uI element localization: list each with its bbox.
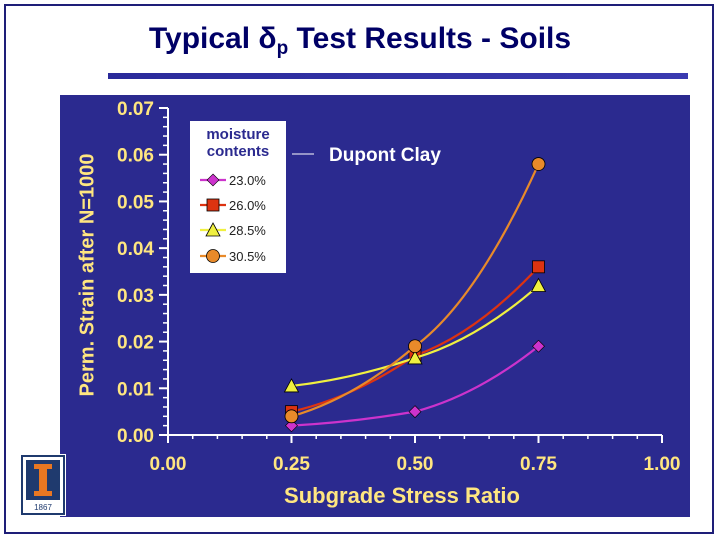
title-suffix: Test Results - Soils <box>288 22 572 55</box>
y-axis-label: Perm. Strain after N=1000 <box>76 153 99 397</box>
series-point-4 <box>531 157 546 171</box>
legend-label: 28.5% <box>229 223 266 238</box>
series-point-1 <box>285 419 298 433</box>
legend-label: 30.5% <box>229 249 266 264</box>
legend-swatch-marker <box>206 249 220 263</box>
legend-box <box>190 121 286 273</box>
axes-layer: 0.00 0.01 0.02 0.03 0.04 0.05 0.06 0.07 0.00 0.25… <box>117 99 680 475</box>
y-tick-label: 0.05 <box>117 192 154 213</box>
series-line-4 <box>291 163 540 418</box>
slide-title: Typical δp Test Results - Soils <box>0 22 720 60</box>
y-tick-label: 0.06 <box>117 146 154 167</box>
series-point-4 <box>408 339 422 354</box>
series-point-3 <box>407 350 423 365</box>
y-tick-label: 0.04 <box>117 239 154 260</box>
series-point-1 <box>408 405 422 419</box>
y-tick-label: 0.01 <box>117 379 154 400</box>
x-tick-label: 0.25 <box>273 454 310 475</box>
x-tick-label: 0.75 <box>520 454 557 475</box>
legend-title: moisture <box>206 126 269 143</box>
series-point-3 <box>530 277 547 292</box>
legend-label: 26.0% <box>229 198 266 213</box>
title-prefix: Typical <box>148 22 259 55</box>
legend-swatch-marker <box>205 222 221 237</box>
series-line-2 <box>291 266 540 413</box>
chart-title: Dupont Clay <box>329 145 441 166</box>
legend-swatch-marker <box>206 198 220 212</box>
y-tick-label: 0.07 <box>117 99 154 120</box>
x-tick-label: 0.00 <box>150 454 187 475</box>
chart-panel <box>60 95 690 517</box>
series-point-2 <box>532 260 545 274</box>
series-line-3 <box>291 284 540 388</box>
legend-title: contents <box>207 143 270 160</box>
title-delta-symbol: δ <box>258 22 277 55</box>
title-subscript: p <box>276 38 289 59</box>
x-tick-label: 1.00 <box>644 454 681 475</box>
x-tick-label: 0.50 <box>397 454 434 475</box>
series-layer <box>283 157 547 433</box>
legend-swatch-marker <box>206 173 220 187</box>
series-point-3 <box>283 378 300 393</box>
slide-frame <box>4 4 714 534</box>
y-tick-label: 0.00 <box>117 426 154 447</box>
x-axis-label: Subgrade Stress Ratio <box>284 483 520 508</box>
university-logo: 1867 <box>20 454 66 516</box>
logo-emblem-icon: 1867 <box>21 455 65 515</box>
series-point-4 <box>284 409 299 424</box>
y-tick-label: 0.03 <box>117 286 154 307</box>
title-underline <box>108 73 688 79</box>
series-point-1 <box>532 339 545 353</box>
logo-year: 1867 <box>34 503 52 512</box>
y-tick-label: 0.02 <box>117 333 154 354</box>
legend-label: 23.0% <box>229 173 266 188</box>
